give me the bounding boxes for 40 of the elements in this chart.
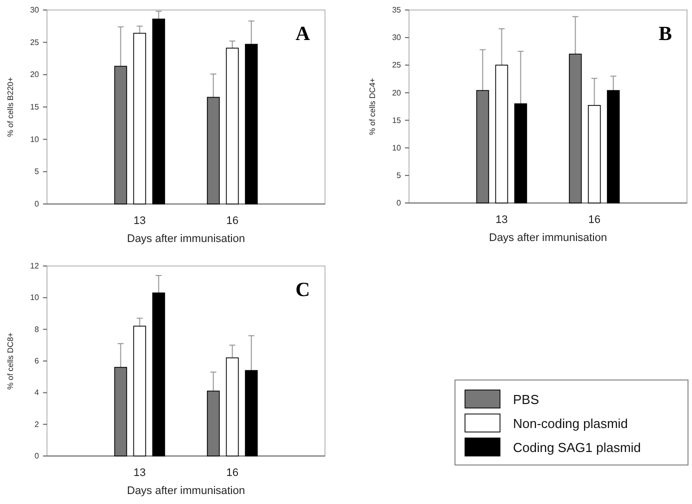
x-tick-label: 13 — [496, 214, 508, 226]
y-tick-label: 10 — [30, 293, 40, 302]
text: B — [658, 23, 672, 45]
text: A — [296, 23, 311, 45]
y-tick-label: 20 — [392, 88, 402, 98]
y-tick-label: 5 — [396, 170, 402, 180]
y-tick-label: 20 — [30, 70, 40, 80]
y-tick-label: 12 — [30, 262, 40, 271]
y-tick-label: 10 — [392, 143, 402, 152]
y-tick-label: 4 — [34, 388, 40, 398]
x-axis-title: Days after immunisation — [489, 232, 607, 244]
y-tick-label: 30 — [392, 33, 402, 42]
y-axis-title: % of cells DC8+ — [6, 332, 15, 390]
y-tick-label: 10 — [30, 134, 40, 144]
y-tick-label: 5 — [34, 167, 40, 176]
y-axis-title: % of cells B220+ — [6, 76, 15, 137]
x-axis-title: Days after immunisation — [127, 485, 245, 497]
x-tick-label: 16 — [588, 214, 600, 226]
text: C — [296, 279, 310, 301]
y-tick-label: 35 — [392, 6, 402, 15]
y-tick-label: 2 — [34, 420, 40, 429]
y-axis-title: % of cells DC4+ — [368, 78, 377, 136]
x-tick-label: 16 — [226, 215, 238, 227]
legend-label: Non-coding plasmid — [513, 416, 628, 431]
y-tick-label: 6 — [34, 356, 40, 366]
x-tick-label: 13 — [134, 467, 146, 479]
x-tick-label: 16 — [226, 467, 238, 479]
y-tick-label: 8 — [34, 324, 40, 334]
x-tick-label: 13 — [134, 215, 146, 227]
y-tick-label: 15 — [392, 116, 402, 125]
y-tick-label: 0 — [34, 200, 40, 209]
y-tick-label: 30 — [30, 6, 40, 15]
y-tick-label: 15 — [30, 102, 40, 112]
legend-label: Coding SAG1 plasmid — [513, 440, 641, 455]
legend-label: PBS — [513, 392, 540, 407]
y-tick-label: 0 — [34, 452, 40, 461]
y-tick-label: 0 — [396, 198, 402, 208]
y-tick-label: 25 — [30, 38, 40, 47]
x-axis-title: Days after immunisation — [127, 233, 245, 245]
y-tick-label: 25 — [392, 60, 402, 70]
